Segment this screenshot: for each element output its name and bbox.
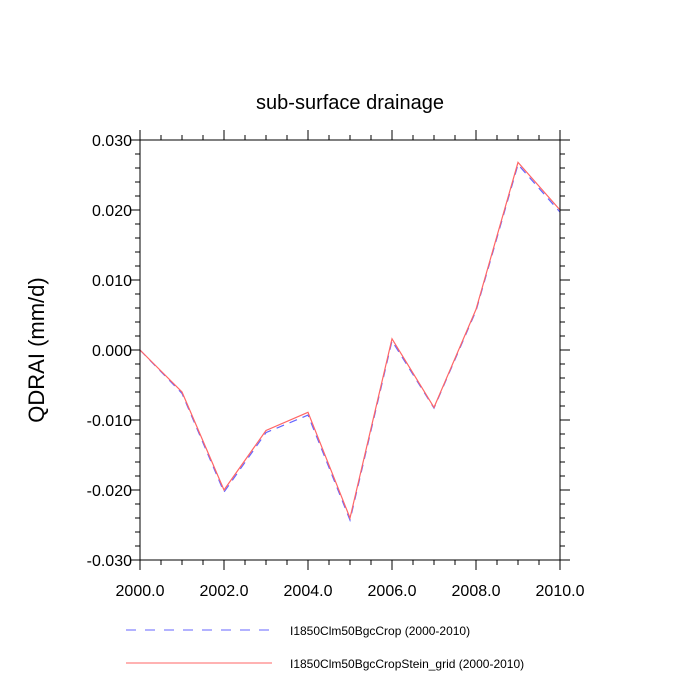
y-tick-label: 0.000 (92, 343, 132, 360)
y-tick-label: 0.020 (92, 203, 132, 220)
y-tick-label: -0.010 (87, 413, 132, 430)
x-tick-label: 2008.0 (452, 583, 501, 600)
series-layer (139, 161, 561, 523)
y-tick-label: 0.010 (92, 273, 132, 290)
legend-label-1: I1850Clm50BgcCrop (2000-2010) (290, 624, 470, 638)
y-axis-label: QDRAI (mm/d) (24, 277, 49, 422)
x-tick-label: 2010.0 (536, 583, 585, 600)
x-tick-label: 2006.0 (368, 583, 417, 600)
series-line-1 (139, 163, 561, 523)
y-tick-label: -0.020 (87, 483, 132, 500)
plot-frame (139, 139, 561, 561)
x-tick-label: 2000.0 (116, 583, 165, 600)
axis-ticks: -0.030 -0.020 -0.010 0.000 0.010 0.020 0.030 20… (87, 130, 585, 600)
y-tick-label: -0.030 (87, 553, 132, 570)
y-tick-label: 0.030 (92, 133, 132, 150)
chart-title: sub-surface drainage (256, 92, 444, 114)
legend-label-2: I1850Clm50BgcCropStein_grid (2000-2010) (290, 657, 524, 671)
series-line-2 (139, 161, 561, 520)
legend: I1850Clm50BgcCrop (2000-2010) I1850Clm50B… (126, 624, 524, 671)
x-tick-label: 2002.0 (200, 583, 249, 600)
x-tick-label: 2004.0 (284, 583, 333, 600)
